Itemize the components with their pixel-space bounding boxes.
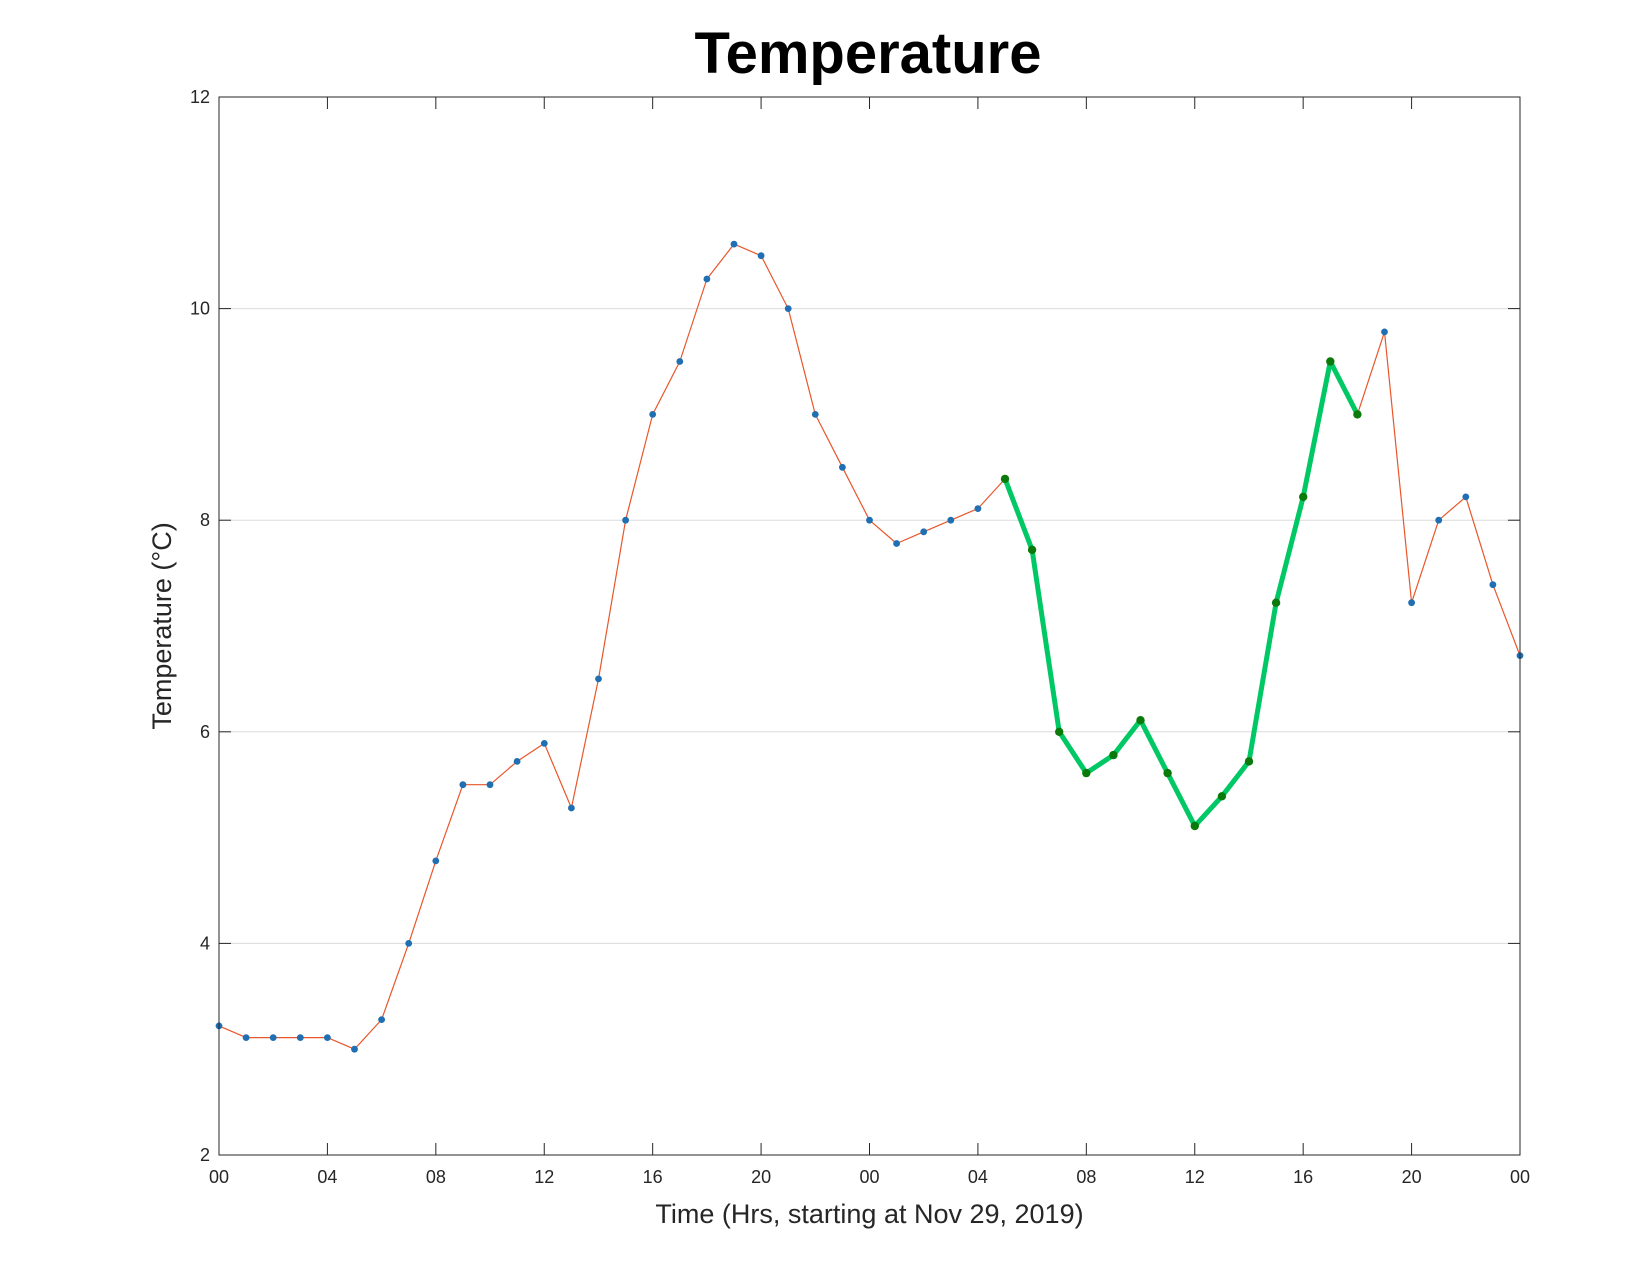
series-layer [215,240,1524,1053]
chart-title: Temperature [694,21,1041,86]
x-tick-label: 12 [1185,1167,1205,1187]
data-point [1082,768,1091,778]
data-point [405,940,413,947]
data-point [1408,599,1415,607]
data-point [1462,493,1470,501]
y-tick-label: 6 [200,722,210,742]
data-point [1435,516,1443,524]
data-point [1000,474,1010,484]
x-tick-label: 20 [1402,1167,1422,1187]
data-point [622,516,629,524]
data-point [839,463,846,471]
data-point [866,516,873,524]
data-point [296,1034,304,1041]
data-point [459,781,467,789]
data-point [1055,727,1064,736]
axis-ticks: 2 4 6 8 10 12 00 04 08 12 16 20 00 04 08 12 16 20 00 [190,87,1530,1187]
y-tick-label: 4 [200,933,210,953]
x-tick-label: 20 [751,1167,771,1187]
data-point [947,516,955,524]
x-tick-label: 08 [1076,1167,1096,1187]
data-point [893,540,900,547]
series-1-line [218,243,1521,1050]
data-point [784,305,792,312]
data-point [1299,492,1308,502]
data-point [568,804,575,812]
y-axis-label: Temperature (°C) [147,522,177,729]
data-point [324,1034,331,1041]
x-tick-label: 16 [1293,1167,1313,1187]
data-point [757,252,765,260]
data-point [730,240,738,248]
x-tick-label: 16 [643,1167,663,1187]
series-2 [1000,357,1362,831]
axes-box [218,96,1521,1156]
data-point [351,1045,358,1053]
x-tick-label: 08 [426,1167,446,1187]
x-tick-label: 00 [1510,1167,1530,1187]
x-tick-label: 00 [859,1167,879,1187]
x-tick-label: 04 [968,1167,988,1187]
data-point [1027,545,1037,554]
data-point [1271,598,1281,607]
data-point [703,275,711,283]
data-point [378,1016,385,1023]
data-point [1244,757,1254,766]
data-point [974,505,982,512]
data-point [432,857,440,865]
y-tick-label: 2 [200,1145,210,1165]
data-point [513,758,521,765]
data-point [1109,750,1118,760]
data-point [676,358,684,365]
data-point [595,675,602,683]
data-point [1326,357,1335,366]
x-tick-label: 00 [209,1167,229,1187]
data-point [1381,328,1388,336]
data-point [242,1034,250,1041]
y-tick-label: 12 [190,87,210,107]
series-2-line [1002,359,1360,829]
data-point [1489,581,1497,589]
data-point [1163,768,1172,778]
y-tick-label: 10 [190,299,210,319]
grid-lines [219,308,1520,944]
data-point [540,740,548,747]
data-point [486,781,494,789]
data-point [1190,821,1200,831]
y-tick-label: 8 [200,510,210,530]
x-axis-label: Time (Hrs, starting at Nov 29, 2019) [655,1199,1083,1229]
data-point [649,411,657,418]
data-point [1353,410,1362,419]
data-point [1217,792,1227,801]
x-tick-label: 04 [317,1167,337,1187]
data-point [269,1034,277,1041]
x-tick-label: 12 [534,1167,554,1187]
data-point [1136,716,1145,725]
data-point [920,528,928,536]
data-point [811,411,819,418]
